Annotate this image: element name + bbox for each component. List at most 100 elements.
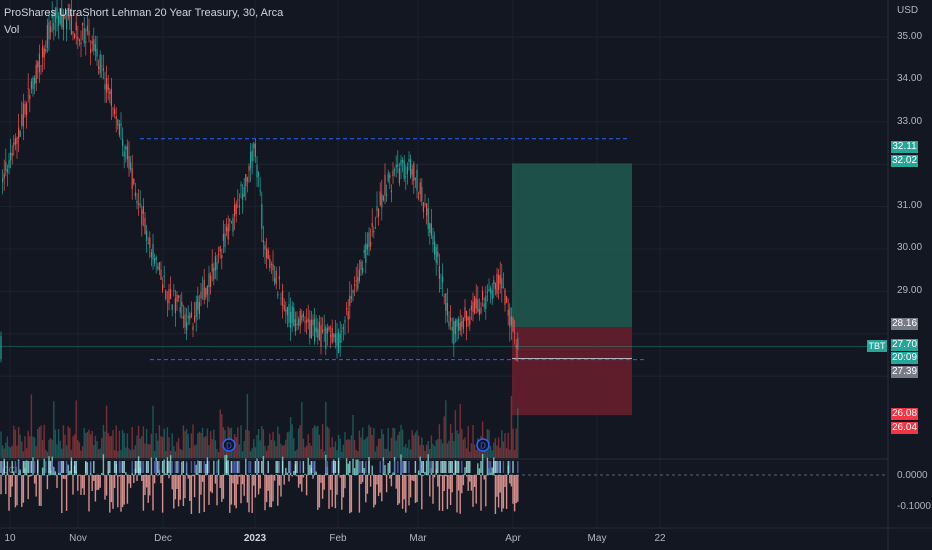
oscillator-bar [293, 470, 295, 475]
oscillator-bar [181, 461, 183, 475]
oscillator-bar [273, 475, 276, 481]
volume-bar [133, 449, 135, 458]
candle-body [387, 173, 389, 182]
oscillator-bar [91, 475, 93, 491]
candle-body [59, 7, 61, 24]
volume-bar [305, 445, 308, 458]
candle-body [418, 196, 420, 198]
candle-body [363, 249, 365, 253]
candle-body [181, 301, 183, 307]
oscillator-bar [497, 475, 500, 508]
oscillator-bar [232, 475, 234, 484]
oscillator-ribbon [89, 461, 92, 473]
oscillator-bar [424, 471, 426, 475]
oscillator-ribbon [256, 461, 258, 473]
oscillator-ribbon [261, 461, 263, 473]
oscillator-title[interactable]: CCI [2, 465, 18, 475]
candle-body [45, 49, 47, 52]
oscillator-bar [275, 474, 277, 475]
oscillator-ribbon [379, 461, 381, 473]
candle-body [506, 296, 508, 303]
volume-bar [309, 443, 311, 458]
candle-body [176, 294, 178, 302]
oscillator-bar [427, 454, 429, 475]
oscillator-bar [453, 473, 455, 475]
oscillator-bar [304, 473, 306, 475]
volume-bar [408, 439, 410, 458]
candle-body [94, 44, 96, 52]
candle-body [226, 226, 228, 232]
candle-body [194, 316, 196, 322]
oscillator-bar [168, 475, 170, 479]
oscillator-ribbon [502, 461, 505, 473]
volume-bar [216, 448, 218, 458]
volume-bar [211, 439, 213, 458]
volume-bar [19, 434, 21, 458]
volume-bar [301, 402, 303, 458]
candle-body [466, 311, 468, 327]
volume-bar [376, 446, 378, 458]
oscillator-bar [129, 475, 132, 488]
candle-body [475, 298, 477, 309]
candle-body [450, 317, 452, 322]
volume-bar [97, 449, 100, 458]
volume-bar [328, 428, 330, 458]
candle-body [379, 191, 381, 206]
volume-bar [30, 394, 33, 458]
oscillator-ribbon [325, 461, 327, 473]
volume-bar [147, 444, 149, 458]
volume-bar [505, 448, 508, 458]
volume-bar [22, 451, 25, 458]
candle-body [499, 275, 501, 284]
oscillator-bar [93, 475, 95, 481]
candle-body [339, 333, 341, 343]
volume-bar [253, 439, 255, 458]
candle-body [442, 277, 444, 283]
candle-body [131, 168, 133, 190]
candle-body [288, 303, 290, 323]
oscillator-ribbon [232, 461, 234, 473]
low-mark-tag: 27.39 [891, 366, 918, 378]
volume-bar [174, 451, 177, 458]
oscillator-bar [5, 475, 7, 495]
volume-bar [267, 445, 269, 458]
volume-bar [304, 447, 306, 458]
oscillator-bar [201, 475, 204, 482]
oscillator-ribbon [203, 461, 205, 473]
entry-tag: 28.16 [891, 318, 918, 330]
volume-bar [5, 442, 7, 458]
candle-body [162, 284, 164, 291]
oscillator-bar [142, 475, 145, 511]
volume-bar [165, 451, 167, 458]
candle-body [258, 172, 260, 177]
oscillator-bar [25, 460, 28, 475]
oscillator-bar [417, 470, 420, 475]
volume-legend[interactable]: Vol [4, 24, 20, 36]
volume-bar [377, 438, 380, 458]
volume-bar [473, 444, 476, 458]
volume-bar [297, 428, 300, 458]
volume-bar [101, 438, 103, 458]
candle-body [230, 220, 232, 222]
volume-bar [173, 446, 175, 458]
oscillator-bar [81, 475, 84, 489]
volume-bar [209, 431, 212, 458]
oscillator-ribbon [237, 461, 239, 473]
oscillator-ribbon [17, 461, 20, 473]
oscillator-ribbon [296, 461, 298, 473]
oscillator-bar [88, 475, 90, 512]
oscillator-bar [165, 473, 167, 475]
volume-bar [190, 433, 193, 458]
volume-bar [424, 450, 426, 458]
candle-body [437, 251, 439, 257]
oscillator-ribbon [440, 461, 442, 473]
currency-label: USD [897, 5, 919, 16]
symbol-tag: TBT [867, 340, 887, 352]
volume-bar [363, 439, 365, 458]
oscillator-bar [211, 475, 213, 494]
volume-bar [465, 448, 468, 458]
oscillator-bar [296, 475, 298, 477]
volume-bar [496, 445, 498, 458]
candle-body [126, 146, 128, 160]
